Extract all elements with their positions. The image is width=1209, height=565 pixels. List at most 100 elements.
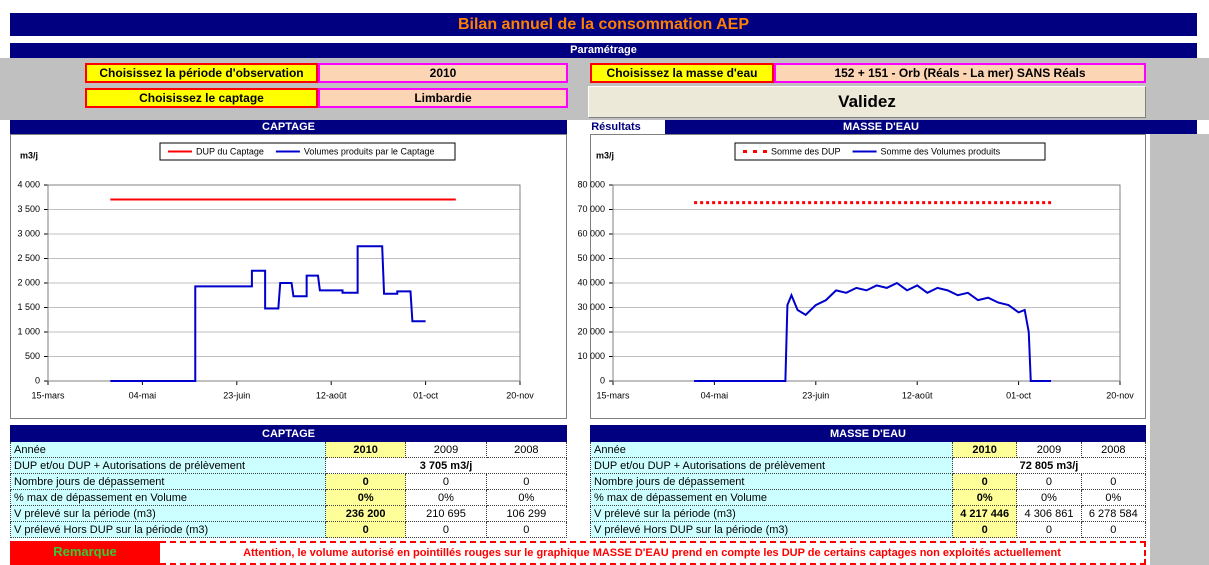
y-axis-label: m3/j	[20, 150, 38, 160]
y-tick-label: 2 000	[17, 277, 40, 287]
y-tick-label: 20 000	[577, 326, 605, 336]
y-tick-label: 40 000	[577, 277, 605, 287]
table-grid: MASSE D'EAU Année 2010 2009 2008 DUP et/ou DU…	[590, 425, 1147, 538]
y-tick-label: 2 500	[17, 253, 40, 263]
x-tick-label: 20-nov	[506, 390, 534, 400]
validate-button[interactable]: Validez	[588, 86, 1146, 118]
cell: % max de dépassement en Volume	[590, 489, 953, 506]
cell: 0	[405, 521, 487, 538]
cell: 0	[1016, 473, 1082, 490]
cell: 2008	[1080, 441, 1147, 458]
cell: Nombre jours de dépassement	[10, 473, 326, 490]
cell: 236 200	[324, 505, 407, 522]
y-tick-label: 10 000	[577, 351, 605, 361]
x-tick-label: 23-juin	[223, 390, 250, 400]
y-tick-label: 1 000	[17, 326, 40, 336]
x-tick-label: 04-mai	[129, 390, 157, 400]
cell: 2009	[1016, 441, 1082, 458]
y-tick-label: 1 500	[17, 302, 40, 312]
water-label: Choisissez la masse d'eau	[590, 63, 774, 83]
y-tick-label: 3 000	[17, 228, 40, 238]
cell: 0	[405, 473, 487, 490]
remark-text: Attention, le volume autorisé en pointil…	[160, 541, 1146, 565]
results-left: CAPTAGE	[10, 120, 567, 134]
section: Paramétrage	[10, 43, 1197, 58]
water-value[interactable]: 152 + 151 - Orb (Réals - La mer) SANS Ré…	[774, 63, 1146, 83]
side-bg	[1150, 134, 1209, 565]
cell: 0%	[1016, 489, 1082, 506]
series-line	[110, 245, 426, 382]
y-tick-label: 60 000	[577, 228, 605, 238]
x-tick-label: 15-mars	[31, 390, 65, 400]
y-tick-label: 50 000	[577, 253, 605, 263]
x-tick-label: 01-oct	[413, 390, 439, 400]
table-grid: CAPTAGE Année 2010 2009 2008 DUP et/ou DUP + …	[10, 425, 568, 538]
cell: DUP et/ou DUP + Autorisations de prélève…	[10, 457, 326, 474]
captage-value[interactable]: Limbardie	[318, 88, 568, 108]
y-tick-label: 500	[25, 351, 40, 361]
cell: 0	[1080, 473, 1147, 490]
chart-box	[10, 134, 567, 419]
y-tick-label: 3 500	[17, 204, 40, 214]
cell: 0	[485, 521, 568, 538]
table: MASSE D'EAU Année 2010 2009 2008 DUP et/ou DU…	[590, 425, 1147, 538]
x-tick-label: 20-nov	[1106, 390, 1134, 400]
y-axis-label: m3/j	[596, 150, 614, 160]
cell: DUP et/ou DUP + Autorisations de prélève…	[590, 457, 953, 474]
x-tick-label: 15-mars	[596, 390, 630, 400]
y-tick-label: 0	[35, 375, 40, 385]
x-tick-label: 23-juin	[802, 390, 829, 400]
legend-box	[734, 142, 1046, 161]
x-tick-label: 01-oct	[1006, 390, 1032, 400]
table: CAPTAGE Année 2010 2009 2008 DUP et/ou DUP + …	[10, 425, 568, 538]
cell: V prélevé Hors DUP sur la période (m3)	[590, 521, 953, 538]
cell: 0	[951, 473, 1018, 490]
legend-label: Somme des DUP	[771, 146, 841, 156]
cell: 0	[951, 521, 1018, 538]
cell: 0%	[324, 489, 407, 506]
y-tick-label: 30 000	[577, 302, 605, 312]
remark-label: Remarque	[10, 541, 160, 565]
legend-label: Volumes produits par le Captage	[304, 146, 435, 156]
cell: MASSE D'EAU	[590, 425, 1146, 442]
cell: 2008	[485, 441, 568, 458]
y-tick-label: 0	[600, 375, 605, 385]
cell: 2009	[405, 441, 487, 458]
cell: 2010	[951, 441, 1018, 458]
cell: % max de dépassement en Volume	[10, 489, 326, 506]
cell: 106 299	[485, 505, 568, 522]
cell: 0%	[1080, 489, 1147, 506]
cell: V prélevé sur la période (m3)	[590, 505, 953, 522]
cell: CAPTAGE	[10, 425, 567, 442]
legend-label: Somme des Volumes produits	[881, 146, 1001, 156]
cell: 3 705 m3/j	[325, 457, 567, 474]
period-value[interactable]: 2010	[318, 63, 568, 83]
cell: Nombre jours de dépassement	[590, 473, 953, 490]
cell: V prélevé sur la période (m3)	[10, 505, 326, 522]
cell: 4 306 861	[1016, 505, 1082, 522]
x-tick-label: 12-août	[902, 390, 933, 400]
x-tick-label: 12-août	[316, 390, 347, 400]
results-middle: Résultats	[567, 120, 665, 134]
legend-label: DUP du Captage	[196, 146, 264, 156]
results-right: MASSE D'EAU	[665, 120, 1197, 134]
series-line	[694, 281, 1052, 382]
chart-box	[590, 134, 1146, 419]
title: Bilan annuel de la consommation AEP	[10, 13, 1197, 36]
cell: 0	[324, 521, 407, 538]
x-tick-label: 04-mai	[701, 390, 729, 400]
cell: 4 217 446	[951, 505, 1018, 522]
cell: Année	[10, 441, 326, 458]
plot-area	[47, 184, 521, 382]
cell: 0%	[951, 489, 1018, 506]
cell: 0%	[405, 489, 487, 506]
cell: 0	[1080, 521, 1147, 538]
cell: 0	[485, 473, 568, 490]
plot-area	[612, 184, 1121, 382]
period-label: Choisissez la période d'observation	[85, 63, 318, 83]
cell: 210 695	[405, 505, 487, 522]
cell: 0	[1016, 521, 1082, 538]
legend-box	[159, 142, 456, 161]
y-tick-label: 80 000	[577, 179, 605, 189]
